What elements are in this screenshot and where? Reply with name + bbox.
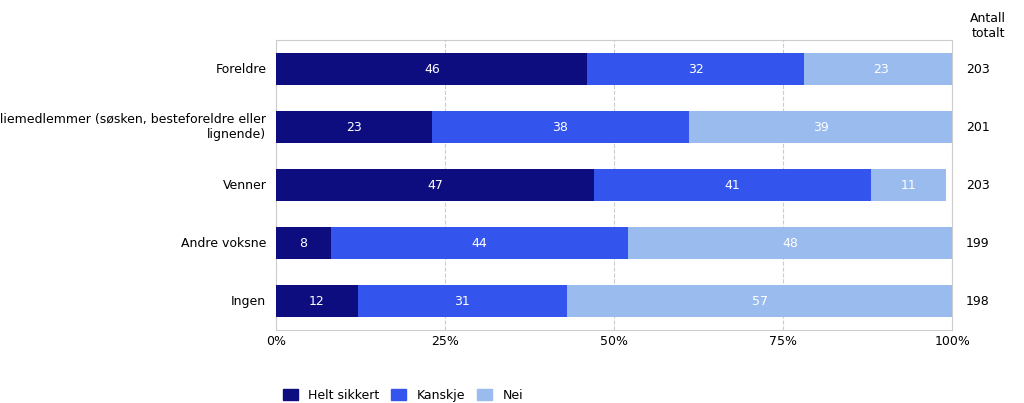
- Text: 57: 57: [752, 295, 768, 308]
- Bar: [567, 285, 952, 318]
- Text: Antall
totalt: Antall totalt: [970, 12, 1007, 40]
- Text: Andre familiemedlemmer (søsken, besteforeldre eller
lignende): Andre familiemedlemmer (søsken, bestefor…: [0, 113, 266, 141]
- Text: 41: 41: [725, 179, 740, 192]
- Bar: [628, 227, 952, 260]
- Text: 203: 203: [966, 63, 989, 76]
- Text: 198: 198: [966, 295, 989, 308]
- Text: 39: 39: [813, 121, 828, 134]
- Bar: [432, 111, 689, 143]
- Bar: [276, 111, 432, 143]
- Text: 44: 44: [471, 237, 487, 250]
- Bar: [357, 285, 567, 318]
- Bar: [331, 227, 628, 260]
- Bar: [804, 53, 959, 85]
- Bar: [276, 53, 588, 85]
- Text: 203: 203: [966, 179, 989, 192]
- Bar: [276, 227, 331, 260]
- Text: Venner: Venner: [222, 179, 266, 192]
- Text: Foreldre: Foreldre: [215, 63, 266, 76]
- Text: 23: 23: [346, 121, 362, 134]
- Bar: [871, 169, 945, 202]
- Text: 12: 12: [309, 295, 325, 308]
- Text: 23: 23: [873, 63, 889, 76]
- Text: 199: 199: [966, 237, 989, 250]
- Text: 47: 47: [427, 179, 443, 192]
- Bar: [276, 285, 357, 318]
- Text: 32: 32: [688, 63, 703, 76]
- Bar: [588, 53, 804, 85]
- Text: 46: 46: [424, 63, 439, 76]
- Text: Andre voksne: Andre voksne: [181, 237, 266, 250]
- Bar: [594, 169, 871, 202]
- Text: 48: 48: [782, 237, 798, 250]
- Bar: [689, 111, 952, 143]
- Text: 201: 201: [966, 121, 989, 134]
- Text: 38: 38: [552, 121, 568, 134]
- Text: Ingen: Ingen: [231, 295, 266, 308]
- Text: 31: 31: [455, 295, 470, 308]
- Text: 8: 8: [299, 237, 307, 250]
- Text: 11: 11: [900, 179, 916, 192]
- Bar: [276, 169, 594, 202]
- Legend: Helt sikkert, Kanskje, Nei: Helt sikkert, Kanskje, Nei: [283, 389, 523, 402]
